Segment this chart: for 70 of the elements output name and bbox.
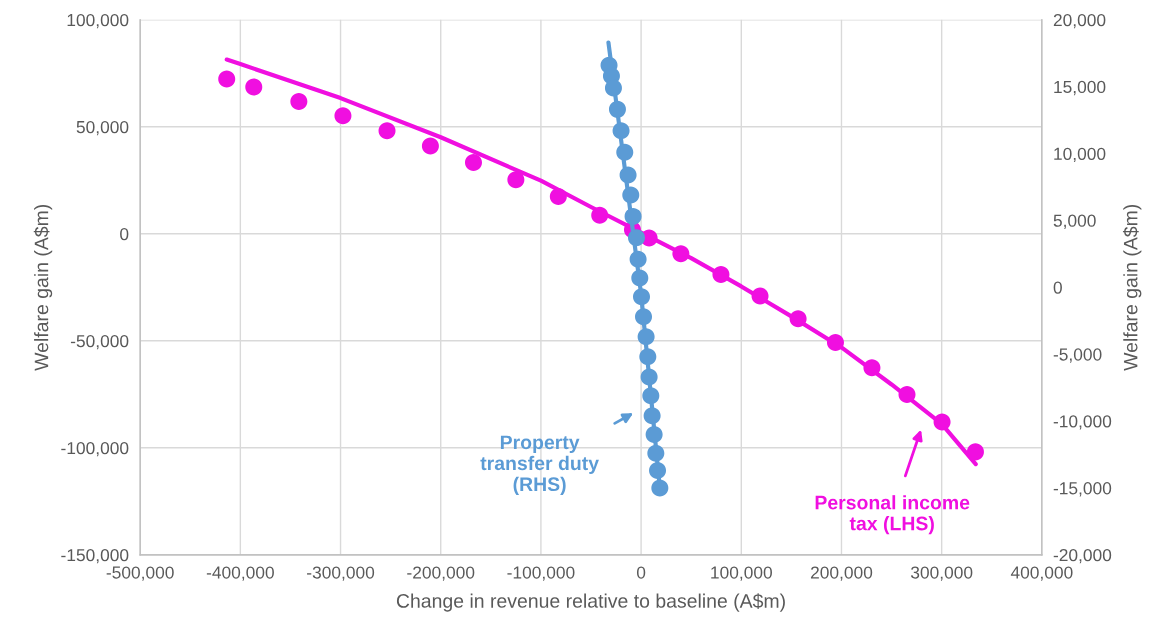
- point: [633, 288, 651, 306]
- point: [637, 328, 655, 346]
- y-tick-label: 0: [120, 227, 129, 241]
- point: [640, 368, 658, 386]
- annotation: Property transfer duty (RHS): [480, 435, 599, 495]
- y2-tick-label: -5,000: [1053, 348, 1102, 363]
- y2-tick-label: -20,000: [1053, 548, 1112, 564]
- x-tick-label: -500,000: [106, 566, 174, 581]
- point: [751, 287, 769, 305]
- point: [507, 171, 525, 189]
- point: [645, 425, 663, 443]
- point: [629, 250, 647, 268]
- point: [933, 413, 951, 431]
- x-tick-label: 300,000: [910, 566, 973, 581]
- point: [649, 462, 667, 480]
- point: [464, 154, 482, 172]
- point: [619, 166, 637, 184]
- point: [966, 443, 984, 461]
- y-tick-label: -100,000: [61, 441, 129, 457]
- y2-tick-label: 10,000: [1054, 147, 1106, 163]
- y2-tick-label: -15,000: [1053, 482, 1112, 497]
- y-tick-label: 100,000: [67, 13, 129, 29]
- y-tick-label: -50,000: [70, 334, 129, 350]
- x-tick-label: -300,000: [307, 566, 375, 581]
- point: [421, 137, 439, 155]
- point: [334, 107, 352, 125]
- point: [639, 348, 657, 366]
- point: [898, 386, 916, 404]
- point: [631, 269, 649, 287]
- y2-tick-label: 15,000: [1054, 80, 1106, 96]
- x-tick-label: -400,000: [206, 566, 274, 581]
- point: [245, 78, 263, 96]
- point: [826, 334, 844, 352]
- point: [672, 245, 690, 263]
- y2-tick-label: -10,000: [1053, 415, 1112, 430]
- annotation: Personal income tax (LHS): [815, 495, 970, 535]
- x-tick-label: -100,000: [507, 566, 575, 581]
- point: [624, 207, 642, 225]
- point: [591, 206, 609, 224]
- point: [643, 407, 661, 425]
- x-axis-title: Change in revenue relative to baseline (A$m): [396, 593, 785, 612]
- x-tick-label: 200,000: [810, 566, 873, 581]
- y-axis-title: Welfare gain (A$m): [33, 204, 53, 371]
- point: [789, 310, 807, 328]
- point: [651, 479, 669, 497]
- x-tick-label: -200,000: [407, 566, 475, 581]
- y2-tick-label: 0: [1053, 281, 1062, 294]
- point: [378, 122, 396, 140]
- point: [622, 186, 640, 204]
- point: [712, 265, 730, 283]
- y-tick-label: 50,000: [76, 120, 129, 136]
- point: [218, 70, 236, 88]
- point: [635, 308, 653, 326]
- point: [863, 359, 881, 377]
- x-tick-label: 0: [636, 566, 646, 579]
- y2-tick-label: 20,000: [1053, 13, 1106, 29]
- point: [604, 79, 622, 97]
- y2-tick-label: 5,000: [1053, 214, 1096, 229]
- point: [647, 444, 665, 462]
- point: [290, 93, 308, 111]
- point: [612, 122, 630, 140]
- point: [549, 188, 567, 206]
- y-tick-label: -150,000: [61, 548, 129, 564]
- point: [642, 387, 660, 405]
- point: [608, 100, 626, 118]
- point: [616, 143, 634, 161]
- point: [627, 229, 645, 247]
- x-tick-label: 400,000: [1010, 566, 1073, 581]
- y2-axis-title: Welfare gain (A$m): [1122, 204, 1142, 371]
- x-tick-label: 100,000: [711, 566, 772, 581]
